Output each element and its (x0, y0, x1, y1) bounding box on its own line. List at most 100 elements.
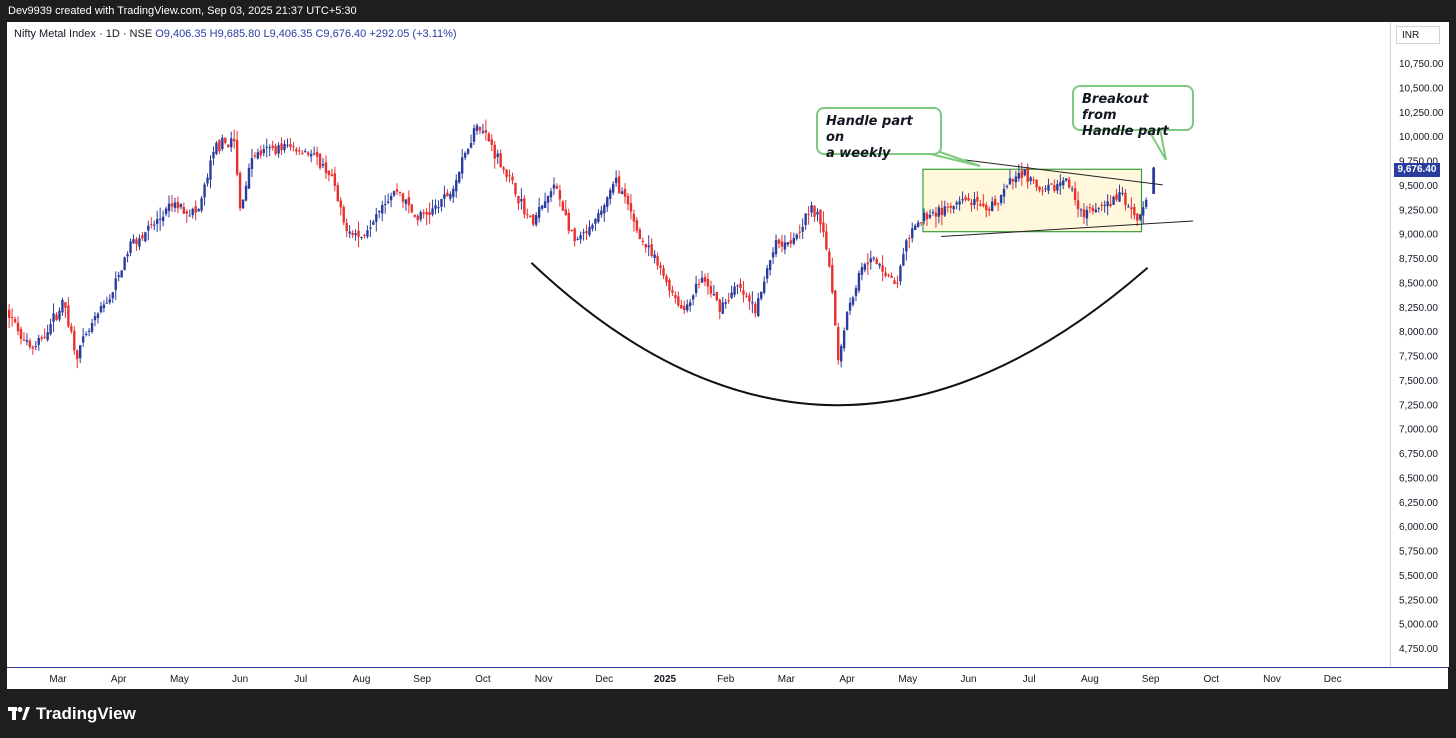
candle-body (520, 199, 523, 202)
candle (742, 280, 745, 303)
chart-area[interactable] (7, 22, 1448, 689)
candle-body (221, 137, 224, 150)
candle (1073, 181, 1077, 206)
candle (460, 148, 464, 179)
currency-selector[interactable]: INR (1396, 26, 1440, 44)
candle-body (79, 345, 82, 359)
price-axis[interactable] (1390, 22, 1449, 667)
candle (949, 202, 952, 214)
candle (235, 130, 239, 177)
candle-body (727, 300, 730, 302)
candle (452, 185, 455, 203)
candle (87, 328, 91, 337)
candle-body (677, 296, 680, 306)
candle (466, 148, 470, 156)
candle-body (363, 235, 366, 237)
candle (925, 211, 929, 226)
candle-body (434, 205, 437, 209)
candle (375, 207, 378, 232)
candle-body (532, 214, 535, 225)
candle-body (271, 145, 274, 148)
candle-body (742, 290, 745, 295)
candle-body (446, 192, 449, 197)
candle (765, 264, 769, 284)
candle-body (748, 295, 751, 302)
candle (671, 285, 674, 297)
candle (289, 138, 292, 151)
candle (200, 195, 203, 213)
candle (632, 209, 636, 232)
candle (677, 291, 680, 308)
candle-body (988, 208, 991, 211)
candle-body (265, 146, 268, 148)
candle-body (55, 314, 58, 321)
y-tick-label: 5,000.00 (1399, 620, 1438, 631)
candle (280, 137, 283, 156)
candle (985, 202, 988, 218)
candle-body (591, 224, 594, 229)
y-tick-label: 6,750.00 (1399, 449, 1438, 460)
candle (638, 227, 642, 240)
x-tick-label: Nov (535, 674, 553, 685)
candle (659, 261, 662, 276)
candle (274, 143, 277, 156)
candle-body (490, 139, 493, 145)
candle-body (1014, 176, 1018, 183)
candle-body (899, 265, 902, 282)
candle-body (76, 350, 79, 360)
candle (327, 170, 331, 182)
candle-body (1035, 179, 1038, 188)
candle (185, 209, 189, 223)
candle-body (893, 280, 896, 284)
candle (650, 238, 653, 258)
candle (502, 166, 505, 174)
candle (7, 304, 11, 329)
candle-body (1047, 184, 1050, 191)
candle (481, 123, 485, 135)
candle-body (105, 302, 109, 304)
candle-body (351, 232, 354, 236)
candle-body (327, 170, 331, 176)
candle (582, 228, 585, 241)
candle-body (120, 270, 123, 278)
candle (46, 324, 49, 342)
candle-body (64, 302, 67, 308)
candle-body (422, 212, 425, 214)
candle (437, 200, 440, 214)
candle (478, 126, 482, 135)
candle-body (724, 302, 727, 304)
candle-body (404, 199, 408, 204)
candle-body (13, 318, 17, 323)
candle-body (875, 258, 878, 264)
candle (798, 224, 801, 239)
candle (552, 177, 556, 196)
y-tick-label: 10,500.00 (1399, 83, 1444, 94)
candle (360, 236, 363, 240)
brand-logo[interactable]: TradingView (8, 704, 136, 724)
candle-body (218, 140, 221, 152)
candle (295, 147, 298, 156)
candle (372, 219, 375, 226)
candle-body (437, 207, 440, 209)
candle (754, 301, 757, 318)
candle-body (1097, 207, 1100, 209)
time-axis[interactable] (7, 667, 1448, 690)
candle (64, 302, 67, 318)
candle-body (1112, 196, 1115, 205)
candle-body (730, 292, 733, 298)
candle-body (81, 336, 85, 343)
candle-body (703, 276, 707, 282)
candle (807, 206, 810, 225)
candle-body (644, 244, 647, 248)
candle-body (52, 313, 55, 322)
candle (1056, 179, 1059, 194)
candle (579, 231, 582, 244)
candle-body (153, 224, 156, 226)
candle-body (1152, 167, 1156, 195)
candle (301, 150, 304, 156)
candle-body (425, 211, 428, 215)
x-tick-label: Jun (232, 674, 248, 685)
candle (730, 285, 733, 300)
candle-body (1050, 183, 1053, 185)
